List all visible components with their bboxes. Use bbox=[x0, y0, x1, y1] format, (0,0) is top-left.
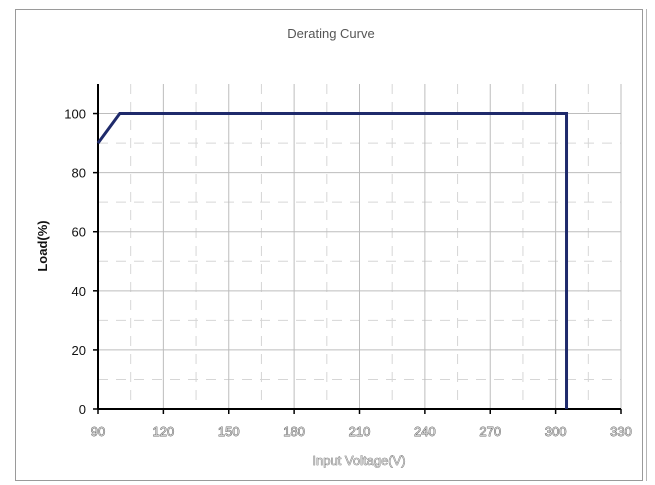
tick-labels: 0 20 40 60 80 100 90 120 150 180 210 240 270 300 330 bbox=[64, 107, 632, 440]
x-tick-label: 270 bbox=[479, 424, 501, 439]
chart-title: Derating Curve bbox=[287, 26, 374, 41]
x-tick-label: 210 bbox=[349, 424, 371, 439]
y-tick-label: 0 bbox=[79, 402, 86, 417]
grid bbox=[98, 84, 622, 409]
y-tick-label: 20 bbox=[72, 343, 86, 358]
right-edge-divider bbox=[646, 9, 647, 481]
y-tick-label: 40 bbox=[72, 284, 86, 299]
series-group bbox=[96, 112, 569, 409]
x-tick-label: 300 bbox=[545, 424, 567, 439]
y-axis-label: Load(%) bbox=[35, 220, 50, 271]
y-tick-label: 60 bbox=[72, 225, 86, 240]
x-tick-label: 330 bbox=[610, 424, 632, 439]
derating-curve-line bbox=[96, 112, 569, 409]
chart-frame bbox=[15, 9, 643, 481]
x-tick-label: 180 bbox=[283, 424, 305, 439]
x-tick-label: 150 bbox=[218, 424, 240, 439]
y-tick-label: 80 bbox=[72, 166, 86, 181]
y-tick-label: 100 bbox=[64, 107, 86, 122]
x-tick-label: 240 bbox=[414, 424, 436, 439]
x-tick-label: 120 bbox=[153, 424, 175, 439]
axes bbox=[93, 84, 622, 414]
x-tick-label: 90 bbox=[91, 424, 105, 439]
x-axis-label: Input Voltage(V) bbox=[312, 453, 405, 468]
